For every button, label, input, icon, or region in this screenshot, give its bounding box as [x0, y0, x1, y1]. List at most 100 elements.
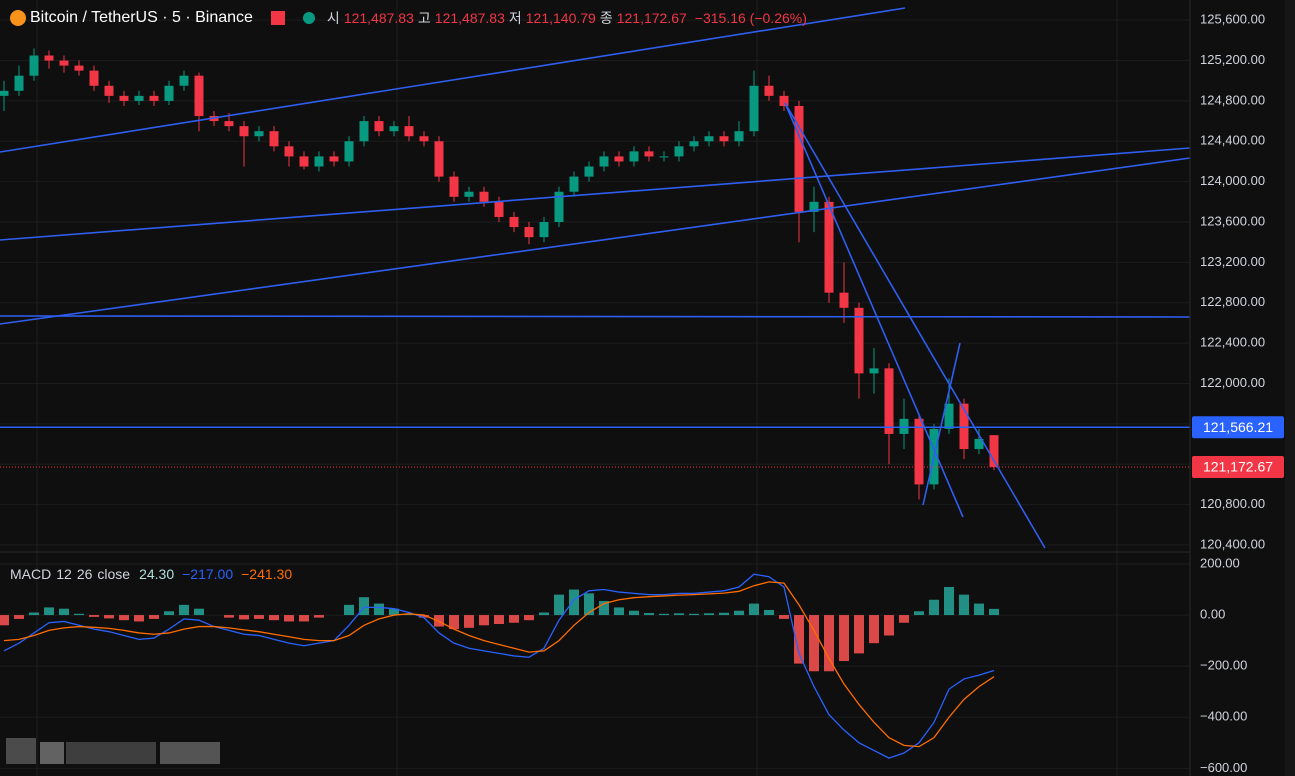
candle-body: [464, 191, 474, 197]
candle-body: [824, 201, 834, 293]
histogram-bar: [464, 615, 474, 628]
histogram-bar: [449, 615, 459, 630]
histogram-bar: [344, 604, 354, 616]
candle-body: [374, 121, 384, 132]
candle-body: [164, 85, 174, 101]
trend-line: [784, 102, 1046, 549]
y-tick-label: −600.00: [1200, 760, 1247, 775]
histogram-bar: [674, 613, 684, 616]
candle-body: [614, 156, 624, 162]
histogram-bar: [884, 615, 894, 636]
candle-body: [749, 85, 759, 132]
candle-body: [314, 156, 324, 167]
candle-body: [404, 126, 414, 137]
candle-body: [899, 418, 909, 434]
histogram-bar: [59, 608, 69, 616]
open-label: 시: [326, 10, 340, 26]
price-label: 121,172.67: [1203, 459, 1273, 475]
price-axis: 125,600.00 125,200.00 124,800.00 124,400.00…: [1192, 12, 1284, 775]
histogram-bar: [689, 613, 699, 616]
candle-body: [389, 126, 399, 132]
candle-body: [764, 85, 774, 96]
candle-body: [299, 156, 309, 167]
low-label: 저: [508, 10, 522, 26]
histogram-bar: [74, 613, 84, 616]
histogram-bar: [509, 615, 519, 623]
y-tick-label: 122,400.00: [1200, 335, 1265, 350]
histogram-bar: [419, 615, 429, 618]
candle-body: [14, 75, 24, 91]
trend-line: [0, 7, 906, 153]
histogram-bar: [479, 615, 489, 626]
candle-body: [0, 90, 9, 96]
side-strip: [1285, 0, 1295, 776]
price-label-box: [1192, 416, 1284, 439]
histogram-bar: [239, 615, 249, 620]
flag-icon[interactable]: [270, 11, 285, 25]
histogram-bar: [659, 613, 669, 616]
histogram-bar: [959, 594, 969, 616]
indicator-values: 24.30 −217.00 −241.30: [139, 566, 292, 582]
histogram-bar: [0, 615, 9, 626]
candle-body: [104, 85, 114, 96]
candle-body: [479, 191, 489, 202]
candle-body: [284, 146, 294, 157]
y-tick-label: 124,400.00: [1200, 133, 1265, 148]
histogram-bar: [224, 615, 234, 618]
histogram-bar: [14, 615, 24, 619]
histogram-bar: [599, 601, 609, 616]
y-tick-label: 0.00: [1200, 607, 1225, 622]
y-tick-label: 122,000.00: [1200, 375, 1265, 390]
histogram-bar: [44, 607, 54, 616]
histogram-bar: [749, 603, 759, 616]
histogram-bar: [89, 615, 99, 617]
high-value: 121,487.83: [434, 10, 505, 26]
marks: [0, 48, 1190, 759]
candle-body: [839, 292, 849, 308]
candle-body: [419, 136, 429, 142]
trend-line: [0, 157, 1191, 325]
histogram-bar: [164, 611, 174, 616]
candle-body: [644, 151, 654, 157]
y-tick-label: 125,600.00: [1200, 12, 1265, 27]
histogram-bar: [989, 608, 999, 616]
level-line: [0, 315, 1191, 318]
indicator-value: −241.30: [241, 566, 293, 582]
histogram-bar: [104, 615, 114, 619]
candle-body: [509, 216, 519, 228]
blur-block: [40, 742, 64, 764]
histogram-bar: [119, 615, 129, 621]
candle-body: [734, 131, 744, 142]
y-tick-label: 124,800.00: [1200, 92, 1265, 107]
histogram-bar: [809, 615, 819, 672]
indicator-value: −217.00: [182, 566, 234, 582]
histogram-bar: [299, 615, 309, 622]
grid: [0, 19, 1190, 769]
histogram-bar: [794, 615, 804, 664]
histogram-bar: [584, 593, 594, 616]
histogram-bar: [314, 615, 324, 618]
histogram-bar: [494, 615, 504, 625]
histogram-bar: [974, 603, 984, 616]
histogram-bar: [269, 615, 279, 621]
y-tick-label: 124,000.00: [1200, 173, 1265, 188]
indicator-param: 12: [56, 566, 72, 582]
candle-body: [809, 201, 819, 212]
indicator-param: close: [97, 566, 131, 582]
candle-body: [794, 105, 804, 212]
candle-body: [29, 55, 39, 76]
histogram-bar: [29, 612, 39, 616]
candle-body: [329, 156, 339, 162]
histogram-bar: [914, 611, 924, 616]
open-value: 121,487.83: [343, 10, 414, 26]
candle-body: [449, 176, 459, 197]
y-tick-label: 120,800.00: [1200, 496, 1265, 511]
histogram-bar: [524, 615, 534, 621]
candle-body: [629, 151, 639, 162]
histogram-bar: [254, 615, 264, 619]
symbol-title: Bitcoin / TetherUS · 5 · Binance: [30, 9, 253, 26]
candle-body: [44, 55, 54, 61]
candle-body: [719, 136, 729, 142]
candle-body: [254, 131, 264, 137]
